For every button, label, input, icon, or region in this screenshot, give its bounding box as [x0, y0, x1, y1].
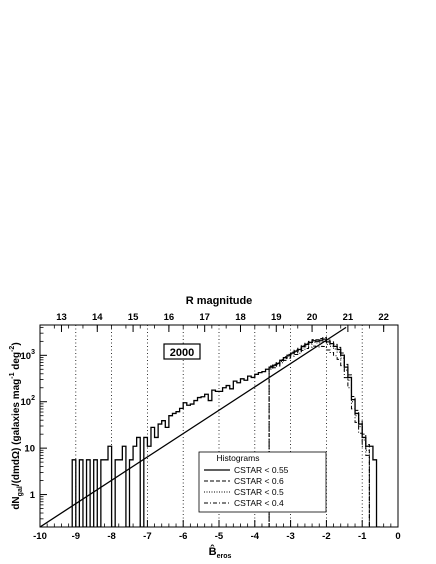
legend-entry-label: CSTAR < 0.4	[234, 498, 284, 508]
x-tick-label: -10	[33, 531, 47, 542]
legend-entry-label: CSTAR < 0.6	[234, 476, 284, 486]
x-tick-label: -4	[251, 531, 260, 542]
legend-frame	[198, 451, 327, 513]
histogram-solid	[71, 338, 381, 527]
y-tick-base: 1	[30, 490, 36, 501]
top-tick-label: 18	[235, 312, 246, 323]
y-title-end: )	[11, 342, 22, 345]
top-tick-label: 20	[307, 312, 318, 323]
top-tick-label: 21	[343, 312, 354, 323]
top-tick-label: 14	[92, 312, 103, 323]
top-tick-label: 22	[378, 312, 389, 323]
y-tick-label: 1	[30, 490, 36, 501]
legend-entry-label: CSTAR < 0.5	[234, 487, 284, 497]
top-axis: 13 14 15 16 17 18 19 20 21 22	[53, 312, 389, 332]
histogram-dashed	[268, 337, 370, 527]
histogram-dotted	[268, 340, 370, 527]
y-axis-title: dNgal/(dmdΩ) (galaxies mag-1 deg-2)	[9, 342, 24, 509]
histograms	[71, 337, 381, 527]
legend-title: Histograms	[217, 453, 260, 463]
year-label: 2000	[170, 347, 194, 359]
top-tick-label: 15	[128, 312, 139, 323]
y-title-dn: dN	[11, 496, 22, 509]
x-tick-label: 0	[395, 531, 400, 542]
histogram-dashdot	[268, 345, 370, 527]
year-label-frame	[163, 343, 201, 360]
top-tick-label: 13	[56, 312, 67, 323]
legend-entry-label: CSTAR < 0.55	[234, 465, 289, 475]
x-axis-title-main: B̂	[209, 545, 217, 558]
y-title-exp2: -2	[9, 346, 16, 352]
x-tick-label: -7	[143, 531, 151, 542]
y-tick-label: 103	[21, 349, 36, 362]
x-tick-label: -8	[107, 531, 115, 542]
y-title-gal: gal	[17, 486, 24, 496]
x-tick-label: -1	[358, 531, 367, 542]
x-tick-label: -6	[179, 531, 187, 542]
power-law-fit-line	[40, 326, 347, 527]
y-title-deg: deg	[11, 352, 22, 373]
x-tick-label: -2	[322, 531, 330, 542]
y-tick-exponent: 3	[31, 349, 35, 356]
x-tick-label: -9	[72, 531, 80, 542]
year-label-box: 2000	[163, 343, 201, 360]
y-tick-label: 10	[24, 444, 35, 455]
y-title-exp1: -1	[9, 372, 16, 378]
bottom-axis: -10 -9 -8 -7 -6 -5 -4 -3 -2 -1 0	[33, 520, 401, 542]
x-tick-label: -3	[286, 531, 294, 542]
x-axis-title-subscript: eros	[217, 553, 232, 560]
y-title-mid: /(dmdΩ) (galaxies mag	[11, 379, 22, 487]
top-tick-label: 17	[199, 312, 210, 323]
y-tick-base: 10	[24, 444, 35, 455]
top-axis-title: R magnitude	[186, 295, 253, 307]
y-tick-base: 10	[21, 351, 32, 362]
x-axis-title: B̂eros	[209, 545, 232, 560]
x-tick-label: -5	[215, 531, 224, 542]
top-tick-label: 16	[164, 312, 175, 323]
y-tick-exponent: 2	[31, 395, 35, 402]
y-tick-base: 10	[21, 397, 32, 408]
top-tick-label: 19	[271, 312, 282, 323]
y-tick-label: 102	[21, 395, 36, 408]
